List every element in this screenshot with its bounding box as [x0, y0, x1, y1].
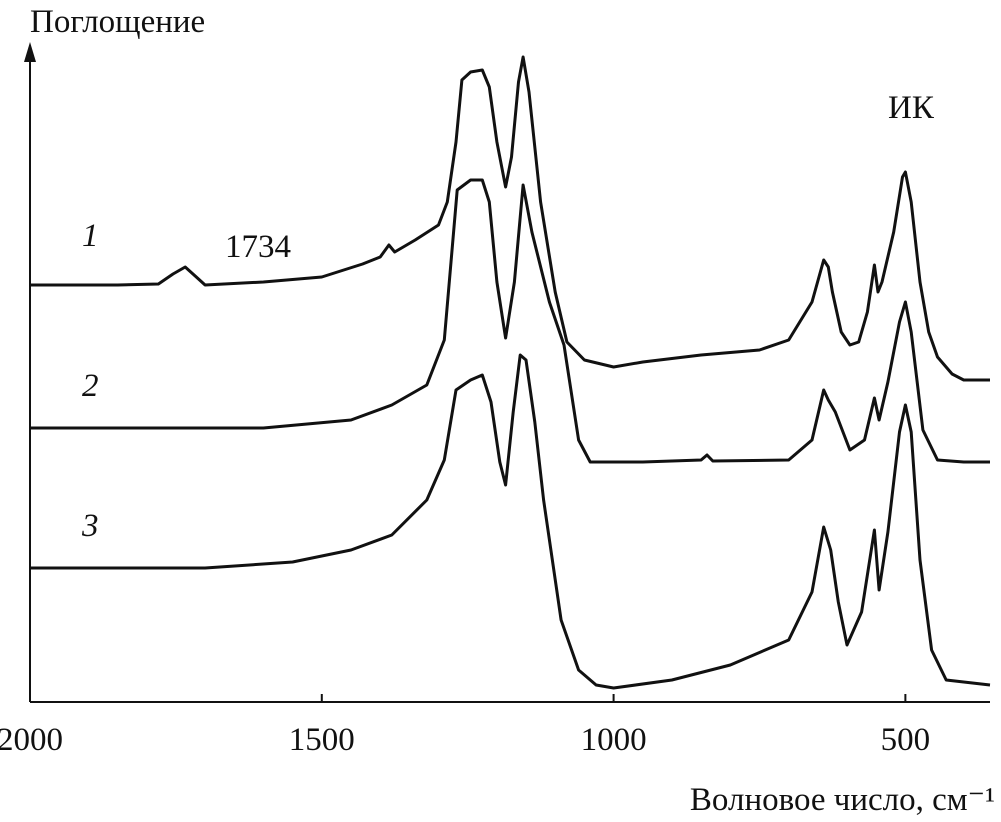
x-tick-label: 1000 — [581, 722, 647, 758]
spectrum-line — [30, 178, 990, 464]
y-axis-arrow — [24, 42, 36, 62]
annotation: ИК — [888, 90, 935, 126]
spectrum-line — [30, 55, 990, 382]
series-label: 2 — [82, 368, 99, 404]
x-axis-label: Волновое число, см⁻¹ — [690, 782, 995, 818]
series-label: 3 — [81, 508, 99, 544]
spectrum-line — [30, 353, 991, 690]
x-tick-label: 500 — [881, 722, 931, 758]
series-label: 1 — [82, 218, 99, 254]
x-tick-label: 1500 — [289, 722, 355, 758]
x-tick-label: 2000 — [0, 722, 63, 758]
annotation: 1734 — [225, 229, 291, 265]
chart-title: Поглощение — [30, 4, 205, 40]
